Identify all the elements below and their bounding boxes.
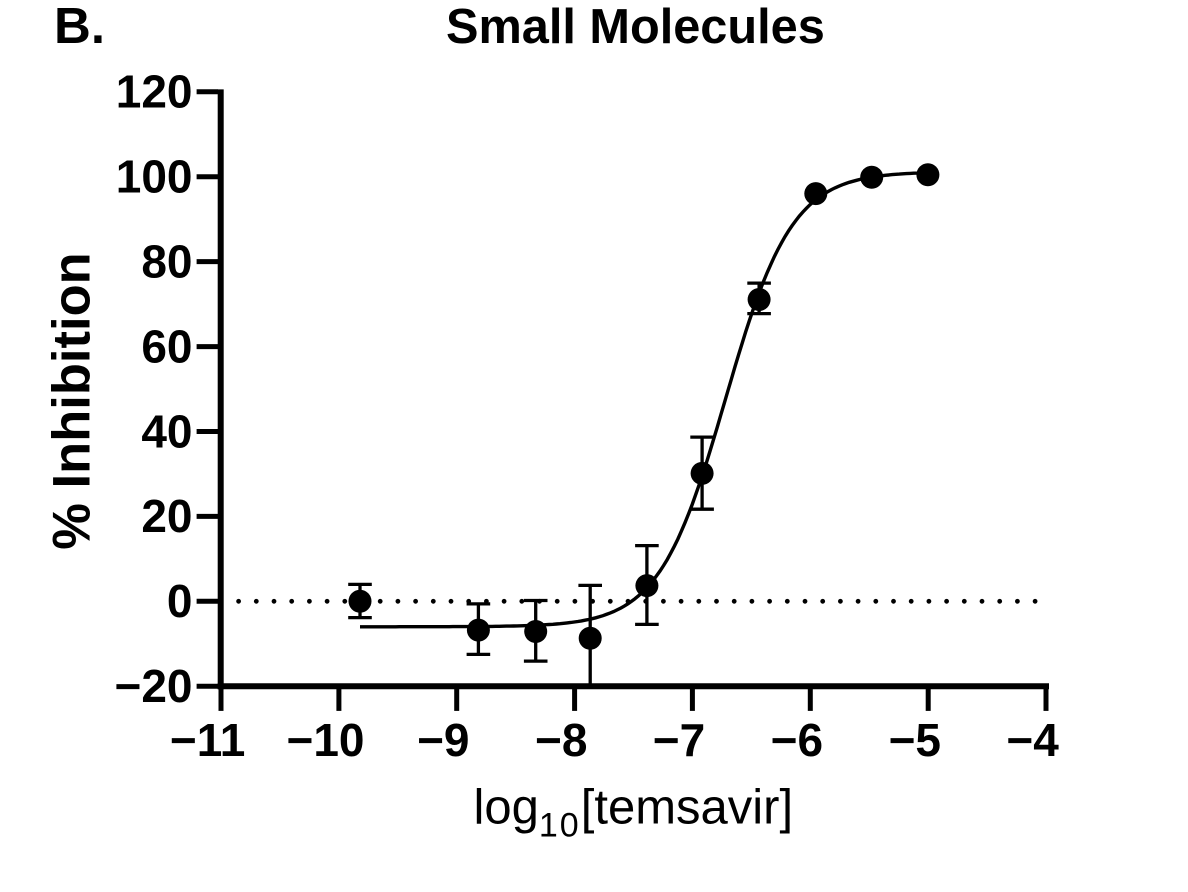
svg-text:0: 0 (167, 575, 193, 627)
svg-text:log10[temsavir]: log10[temsavir] (474, 781, 794, 845)
svg-text:80: 80 (141, 235, 192, 287)
svg-text:−6: −6 (771, 714, 823, 766)
svg-text:−7: −7 (653, 714, 705, 766)
svg-text:−11: −11 (170, 714, 246, 766)
svg-text:Small Molecules: Small Molecules (446, 0, 825, 54)
svg-text:−4: −4 (1006, 714, 1059, 766)
svg-text:B.: B. (54, 0, 105, 54)
svg-text:−20: −20 (114, 660, 192, 712)
svg-text:60: 60 (141, 320, 192, 372)
svg-text:40: 40 (141, 405, 192, 457)
svg-text:−10: −10 (286, 714, 364, 766)
svg-text:100: 100 (116, 151, 193, 203)
svg-text:−5: −5 (889, 714, 941, 766)
svg-text:20: 20 (141, 490, 192, 542)
svg-text:120: 120 (116, 66, 193, 118)
svg-text:−8: −8 (535, 714, 587, 766)
svg-text:−9: −9 (417, 714, 469, 766)
svg-text:% Inhibition: % Inhibition (43, 252, 102, 549)
